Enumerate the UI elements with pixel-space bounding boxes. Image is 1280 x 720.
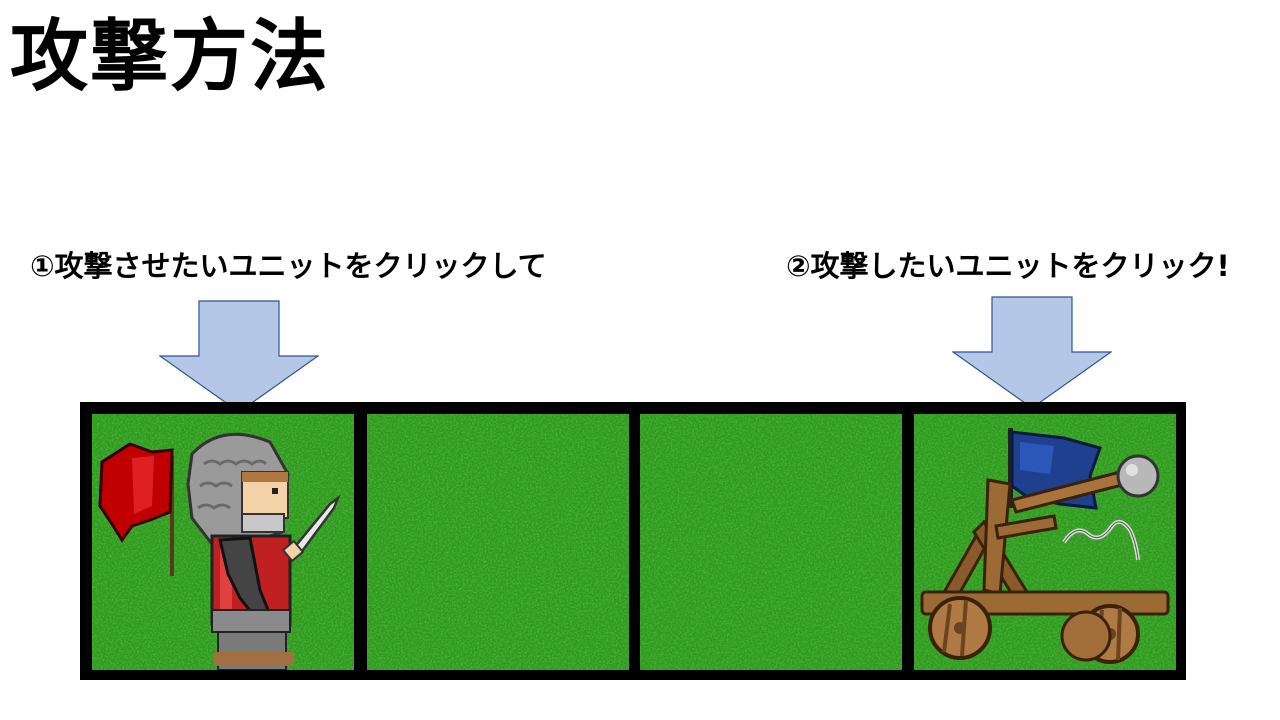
board-tile-empty[interactable] bbox=[640, 414, 902, 670]
catapult-unit-icon bbox=[920, 428, 1170, 664]
step-2-instruction: ②攻撃したいユニットをクリック! bbox=[786, 249, 1230, 283]
step-1-instruction: ①攻撃させたいユニットをクリックして bbox=[30, 249, 547, 283]
down-arrow-icon bbox=[159, 300, 319, 413]
board-tile-empty[interactable] bbox=[367, 414, 629, 670]
knight-unit-icon bbox=[98, 432, 341, 670]
down-arrow-icon bbox=[952, 296, 1112, 409]
grass-terrain bbox=[367, 414, 629, 670]
board-tile-ally-unit[interactable] bbox=[92, 414, 354, 670]
board-tile-enemy-unit[interactable] bbox=[914, 414, 1176, 670]
page-title: 攻撃方法 bbox=[10, 12, 331, 102]
game-board bbox=[80, 402, 1186, 680]
grass-terrain bbox=[640, 414, 902, 670]
